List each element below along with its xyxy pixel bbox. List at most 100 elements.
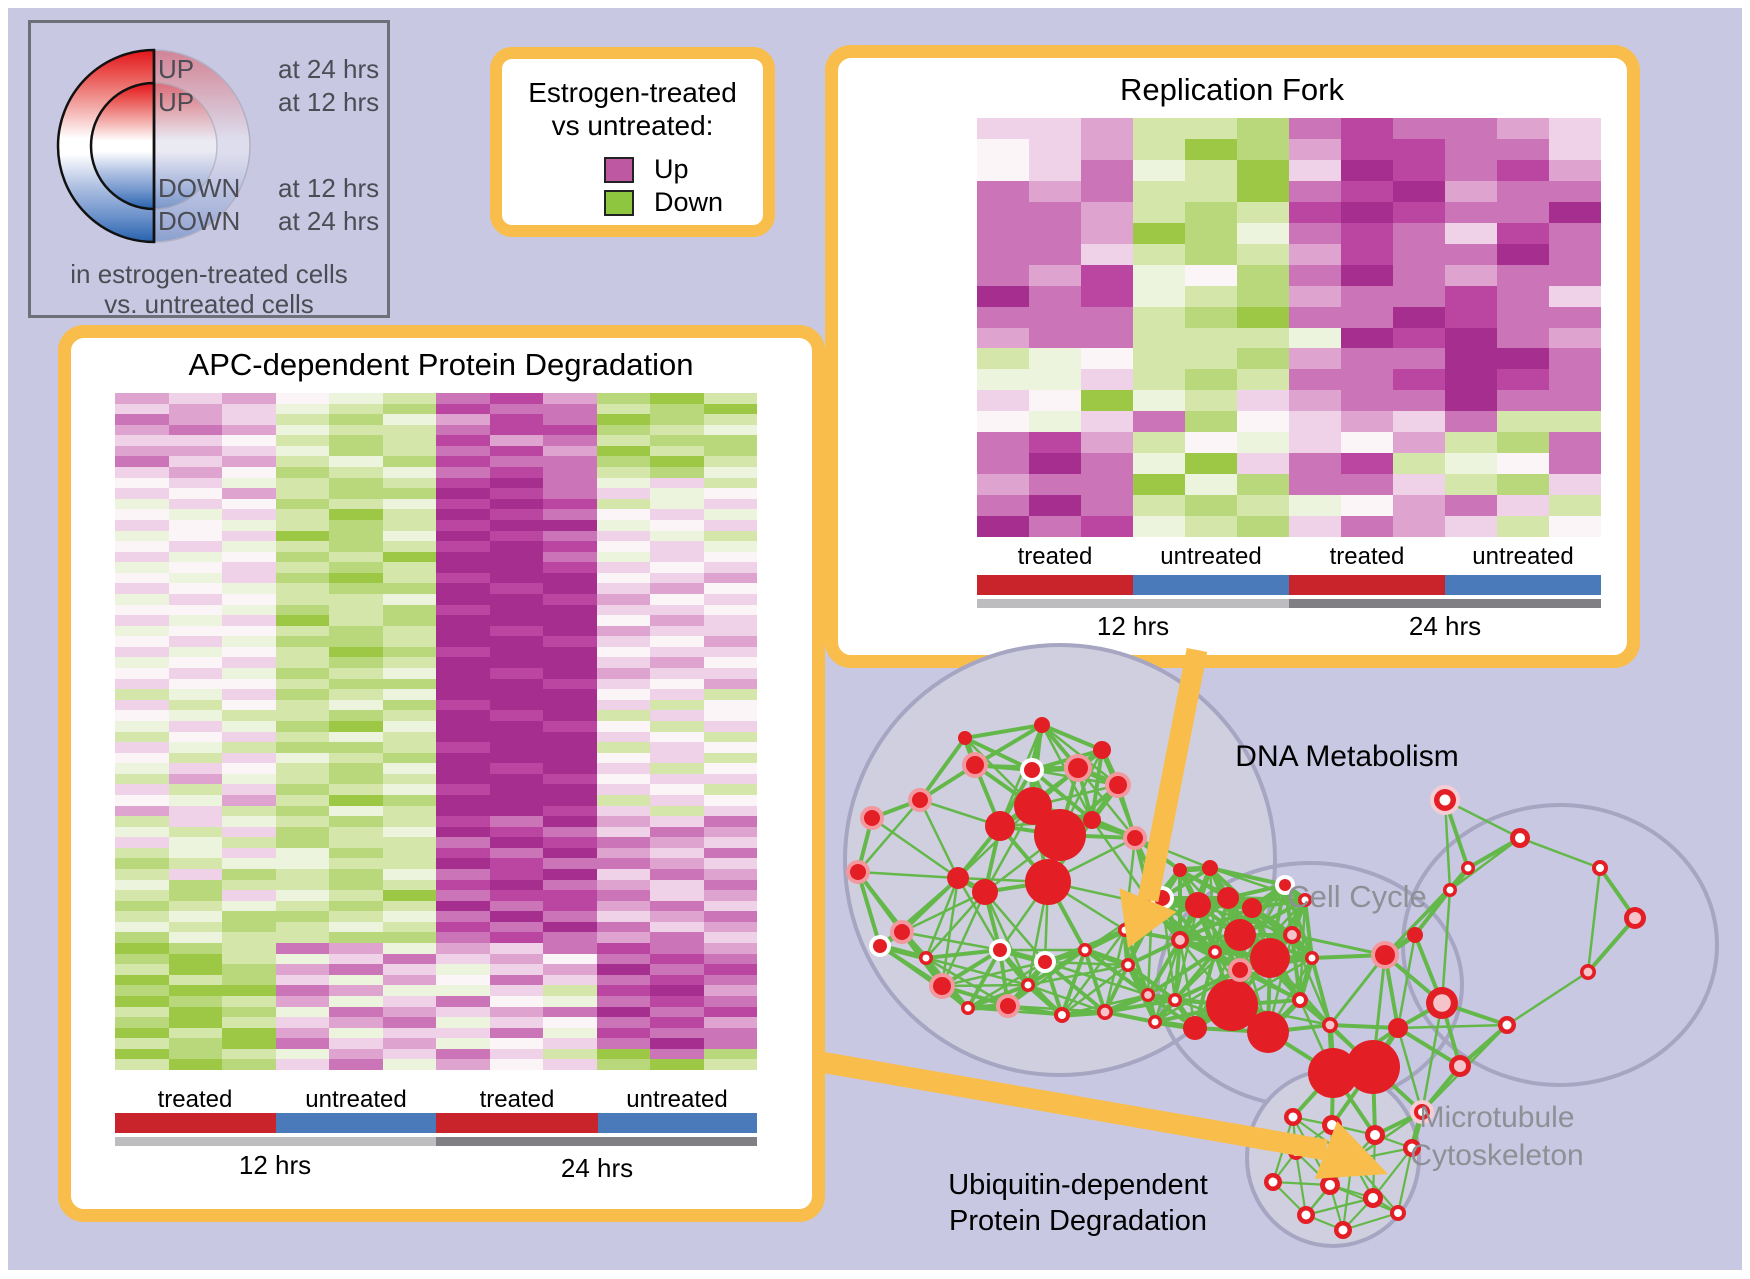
heatmap-cell	[436, 498, 490, 510]
heatmap-cell	[543, 1006, 597, 1018]
heatmap-cell	[596, 837, 650, 848]
heatmap-cell	[115, 742, 169, 753]
heatmap-cell	[489, 985, 543, 996]
heatmap-cell	[168, 816, 222, 827]
heatmap-cell	[382, 964, 436, 975]
heatmap-cell	[1393, 285, 1445, 307]
heatmap-cell	[596, 1038, 650, 1049]
heatmap-cell	[436, 414, 490, 425]
heatmap-cell	[489, 668, 543, 679]
heatmap-cell	[436, 763, 490, 774]
heatmap-cell	[977, 453, 1029, 475]
heatmap-cell	[1445, 138, 1497, 160]
heatmap-cell	[1185, 495, 1237, 517]
heatmap-cell	[1185, 243, 1237, 265]
heatmap-cell	[1289, 138, 1341, 160]
heatmap-cell	[168, 826, 222, 838]
heatmap-cell	[436, 773, 490, 785]
heatmap-cell	[1237, 180, 1289, 202]
heatmap-cell	[650, 826, 704, 838]
heatmap-cell	[703, 816, 757, 827]
heatmap-cell	[543, 488, 597, 499]
heatmap-cell	[275, 477, 329, 489]
heatmap-cell	[436, 530, 490, 542]
heatmap-cell	[1445, 201, 1497, 223]
heatmap-cell	[115, 995, 169, 1007]
heatmap-cell	[115, 593, 169, 605]
heatmap-cell	[275, 445, 329, 457]
apc-treated-bar-24h	[436, 1113, 598, 1133]
circle-legend-level: UP	[158, 54, 195, 84]
heatmap-cell	[1185, 159, 1237, 181]
heatmap-cell	[489, 699, 543, 711]
heatmap-cell	[596, 858, 650, 870]
heatmap-cell	[650, 720, 704, 732]
heatmap-cell	[115, 943, 169, 954]
heatmap-cell	[168, 593, 222, 605]
cell-cycle-label: Cell Cycle	[1287, 879, 1427, 914]
heatmap-cell	[329, 668, 383, 679]
heatmap-cell	[1029, 159, 1081, 181]
legend-item-down-label: Down	[654, 187, 724, 217]
heatmap-cell	[703, 488, 757, 499]
heatmap-cell	[115, 636, 169, 647]
heatmap-cell	[275, 953, 329, 965]
heatmap-cell	[222, 805, 276, 817]
heatmap-cell	[1445, 432, 1497, 454]
heatmap-cell	[650, 467, 704, 478]
circle-legend-caption-line1: in estrogen-treated cells	[70, 259, 348, 289]
heatmap-cell	[329, 1038, 383, 1049]
heatmap-cell	[1029, 327, 1081, 349]
heatmap-cell	[222, 668, 276, 679]
heatmap-cell	[489, 731, 543, 743]
heatmap-cell	[329, 678, 383, 690]
heatmap-cell	[222, 911, 276, 922]
heatmap-cell	[1289, 348, 1341, 370]
heatmap-cell	[543, 911, 597, 922]
heatmap-cell	[115, 583, 169, 594]
heatmap-cell	[596, 1059, 650, 1070]
heatmap-cell	[543, 964, 597, 975]
heatmap-cell	[382, 837, 436, 848]
heatmap-cell	[168, 847, 222, 859]
heatmap-cell	[329, 699, 383, 711]
heatmap-cell	[115, 805, 169, 817]
heatmap-cell	[650, 742, 704, 753]
heatmap-cell	[168, 668, 222, 679]
heatmap-cell	[596, 763, 650, 774]
apc-group-label: untreated	[626, 1086, 728, 1113]
heatmap-cell	[168, 784, 222, 795]
heatmap-cell	[436, 393, 490, 404]
heatmap-cell	[1029, 138, 1081, 160]
heatmap-cell	[703, 636, 757, 647]
heatmap-cell	[275, 657, 329, 669]
heatmap-cell	[1237, 390, 1289, 412]
heatmap-cell	[1341, 180, 1393, 202]
heatmap-cell	[1185, 138, 1237, 160]
heatmap-cell	[382, 1038, 436, 1049]
heatmap-cell	[436, 805, 490, 817]
heatmap-cell	[543, 837, 597, 848]
heatmap-cell	[168, 1048, 222, 1060]
heatmap-cell	[382, 509, 436, 520]
heatmap-cell	[1133, 495, 1185, 517]
heatmap-cell	[1185, 411, 1237, 433]
heatmap-cell	[489, 593, 543, 605]
heatmap-cell	[703, 985, 757, 996]
heatmap-cell	[382, 890, 436, 901]
heatmap-cell	[168, 1017, 222, 1028]
heatmap-cell	[1133, 285, 1185, 307]
heatmap-cell	[543, 985, 597, 996]
heatmap-cell	[115, 731, 169, 743]
heatmap-cell	[329, 488, 383, 499]
heatmap-cell	[436, 837, 490, 848]
heatmap-cell	[275, 742, 329, 753]
color-legend-title-line1: Estrogen-treated	[528, 77, 737, 108]
heatmap-cell	[382, 668, 436, 679]
heatmap-cell	[489, 921, 543, 933]
heatmap-cell	[168, 837, 222, 848]
heatmap-cell	[1549, 432, 1601, 454]
heatmap-cell	[436, 646, 490, 658]
heatmap-cell	[489, 393, 543, 404]
heatmap-cell	[275, 837, 329, 848]
